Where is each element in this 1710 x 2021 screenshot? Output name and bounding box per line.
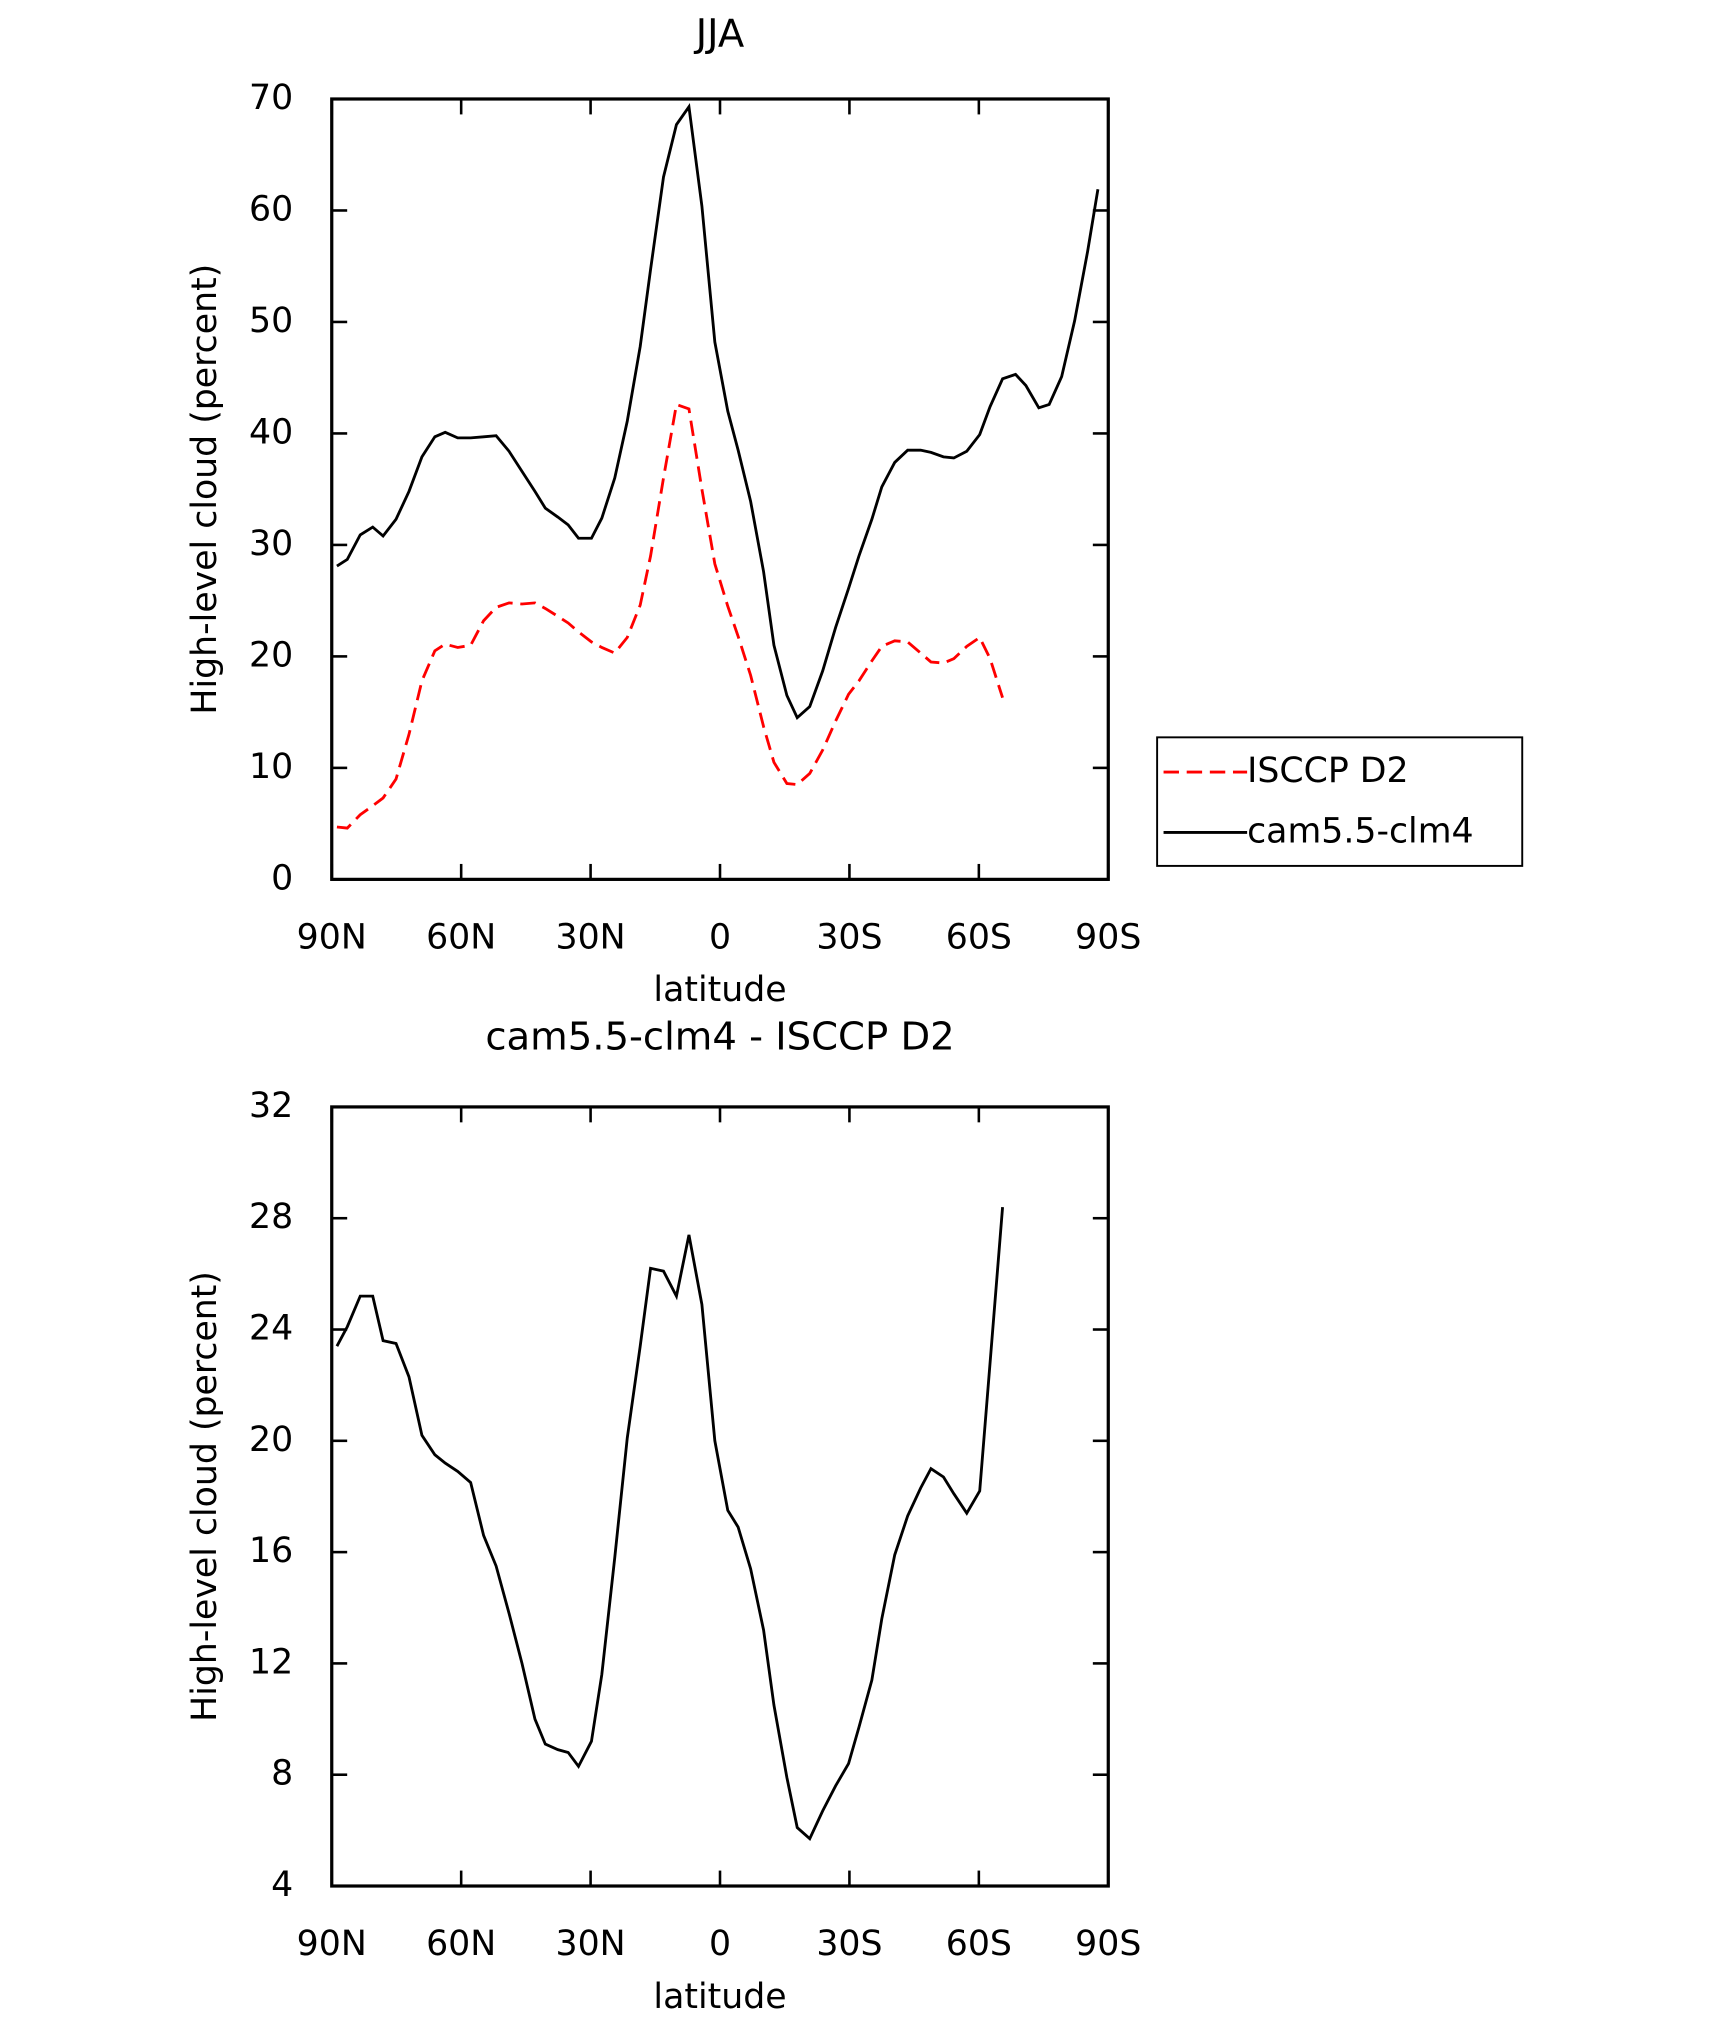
data-line [335,1206,1004,1842]
x-tick-label: 90S [1075,1924,1141,1964]
x-axis-label: latitude [653,970,786,1010]
chart-title: cam5.5-clm4 - ISCCP D2 [485,1014,954,1059]
y-tick-label: 20 [249,1420,293,1460]
y-axis-label: High-level cloud (percent) [185,1271,225,1722]
legend-box [1156,736,1524,867]
legend-label: ISCCP D2 [1247,751,1409,791]
x-tick-label: 30S [816,918,882,958]
x-tick-label: 90S [1075,918,1141,958]
chart-title: JJA [694,11,745,56]
y-tick-label: 28 [249,1197,293,1237]
plot-frame [330,97,1110,881]
x-tick-label: 30N [556,1924,626,1964]
y-tick-label: 50 [249,301,293,341]
x-tick-label: 60N [426,1924,496,1964]
x-tick-label: 60S [946,918,1012,958]
y-tick-label: 30 [249,524,293,564]
y-tick-label: 20 [249,635,293,675]
y-tick-label: 32 [249,1086,293,1126]
y-tick-label: 16 [249,1531,293,1571]
x-tick-label: 30S [816,1924,882,1964]
y-tick-label: 4 [271,1865,293,1905]
legend-label: cam5.5-clm4 [1247,811,1473,851]
plot-frame [330,1105,1110,1888]
y-tick-label: 12 [249,1642,293,1682]
y-tick-label: 70 [249,78,293,118]
data-line [336,103,1100,721]
x-axis-label: latitude [653,1977,786,2017]
data-line [336,402,1004,830]
y-tick-label: 10 [249,747,293,787]
y-tick-label: 60 [249,189,293,229]
y-tick-label: 24 [249,1309,293,1349]
x-tick-label: 0 [709,1924,731,1964]
x-tick-label: 60N [426,918,496,958]
y-tick-label: 40 [249,412,293,452]
x-tick-label: 90N [297,918,367,958]
x-tick-label: 0 [709,918,731,958]
x-tick-label: 30N [556,918,626,958]
y-tick-label: 8 [271,1754,293,1794]
y-axis-label: High-level cloud (percent) [185,264,225,715]
x-tick-label: 90N [297,1924,367,1964]
legend: ISCCP D2 cam5.5-clm4 [1156,736,1524,867]
y-tick-label: 0 [271,858,293,898]
x-tick-label: 60S [946,1924,1012,1964]
